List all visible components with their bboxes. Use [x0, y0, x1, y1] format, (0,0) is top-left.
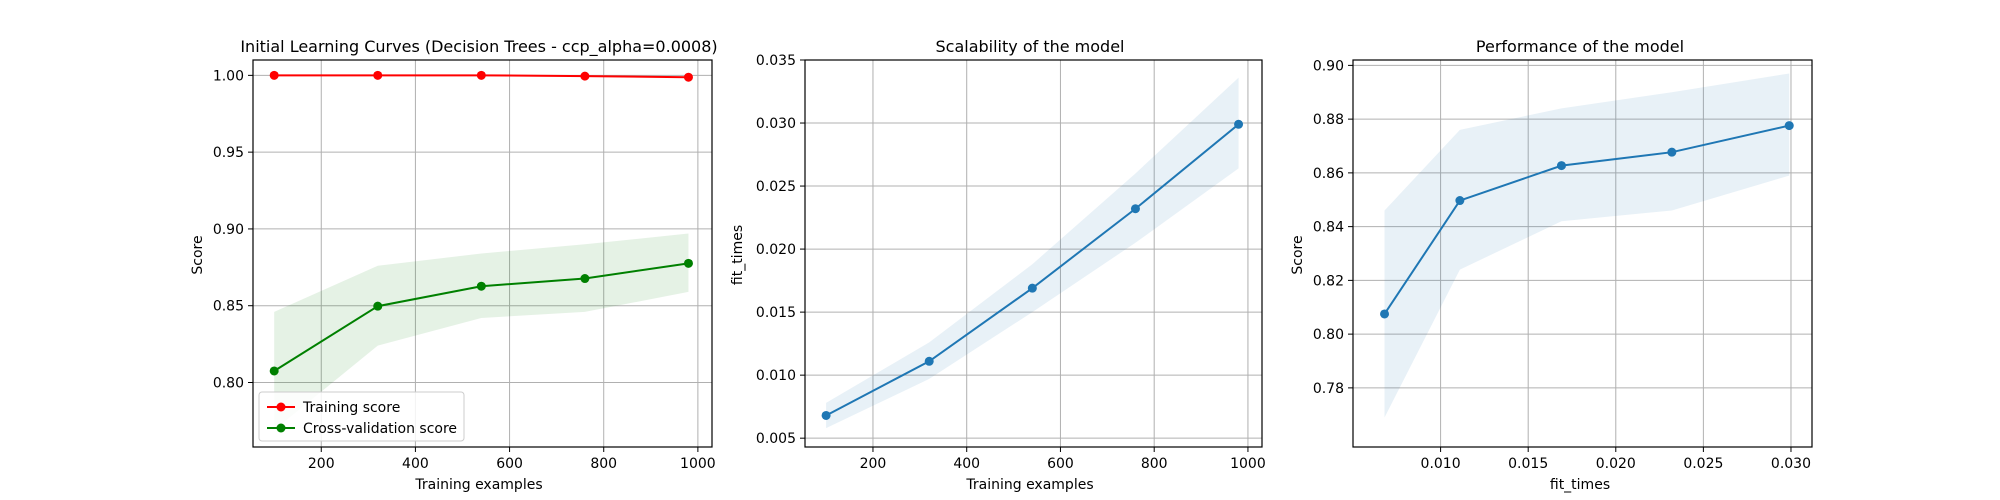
y-tick-label: 0.84 [1313, 220, 1344, 236]
confidence-band [1384, 73, 1790, 418]
data-point [373, 70, 383, 80]
x-tick-label: 0.015 [1508, 456, 1548, 472]
y-tick-label: 0.020 [756, 242, 796, 258]
series-lines [821, 119, 1244, 420]
data-point [373, 301, 383, 311]
y-tick-label: 0.010 [756, 368, 796, 384]
y-tick-label: 0.90 [213, 222, 244, 238]
axes-frame [1352, 59, 1813, 448]
y-axis-label: fit_times [730, 225, 746, 285]
x-tick-label: 400 [402, 456, 429, 472]
chart-title: Performance of the model [1476, 37, 1684, 56]
data-point [1667, 147, 1677, 157]
x-tick-label: 0.010 [1421, 456, 1461, 472]
chart-title: Initial Learning Curves (Decision Trees … [240, 37, 717, 57]
y-axis-label: Score [190, 235, 206, 274]
x-tick-label: 200 [860, 456, 887, 472]
x-tick-label: 200 [308, 456, 335, 472]
data-point [1380, 309, 1390, 319]
data-point [269, 70, 279, 80]
y-tick-label: 0.88 [1313, 112, 1344, 128]
series-lines [1380, 121, 1794, 319]
x-tick-label: 0.030 [1771, 456, 1811, 472]
x-tick-label: 0.025 [1683, 456, 1723, 472]
data-point [683, 72, 693, 82]
y-tick-label: 0.015 [756, 305, 796, 321]
axes-frame [804, 59, 1263, 448]
y-axis-label: Score [1290, 235, 1306, 274]
data-point [1784, 121, 1794, 131]
legend: Training score Cross-validation score [258, 391, 465, 442]
y-tick-label: 0.95 [213, 145, 244, 161]
data-point [269, 366, 279, 376]
legend-box [258, 391, 465, 442]
chart-title: Scalability of the model [936, 37, 1125, 56]
y-tick-label: 0.80 [1313, 327, 1344, 343]
data-point [476, 281, 486, 291]
x-tick-label: 0.020 [1596, 456, 1636, 472]
data-point [1455, 196, 1465, 206]
data-point [1556, 161, 1566, 171]
panel-learning-curves: Initial Learning Curves (Decision Trees … [190, 37, 718, 493]
legend-label-training: Training score [302, 400, 400, 416]
data-point [683, 258, 693, 268]
x-axis-label: fit_times [1550, 477, 1610, 493]
axis-ticks: 200 400 600 800 1000 0.005 0.010 0.015 0.020 0.02… [756, 53, 1266, 472]
data-point [580, 71, 590, 81]
x-axis-label: Training examples [414, 477, 542, 493]
data-point [1027, 283, 1037, 293]
y-tick-label: 0.85 [213, 299, 244, 315]
gridlines [1353, 60, 1812, 447]
legend-marker-cv [276, 423, 286, 433]
data-point [924, 356, 934, 366]
axis-ticks: 200 400 600 800 1000 0.80 0.85 0.90 0.95 1.00 [213, 68, 716, 472]
x-axis-label: Training examples [965, 477, 1093, 493]
legend-marker-training [276, 402, 286, 412]
x-tick-label: 400 [953, 456, 980, 472]
x-tick-label: 600 [1047, 456, 1074, 472]
x-tick-label: 800 [590, 456, 617, 472]
x-tick-label: 600 [496, 456, 523, 472]
x-tick-label: 1000 [680, 456, 716, 472]
y-tick-label: 0.86 [1313, 166, 1344, 182]
y-tick-label: 0.80 [213, 376, 244, 392]
y-tick-label: 1.00 [213, 68, 244, 84]
y-tick-label: 0.78 [1313, 381, 1344, 397]
data-point [580, 274, 590, 284]
y-tick-label: 0.035 [756, 53, 796, 69]
data-point [1130, 204, 1140, 214]
y-tick-label: 0.025 [756, 179, 796, 195]
panel-scalability: Scalability of the model Training exampl… [730, 37, 1266, 493]
axes-frame [252, 59, 713, 448]
series-lines [269, 70, 693, 376]
x-tick-label: 800 [1141, 456, 1168, 472]
y-tick-label: 0.005 [756, 431, 796, 447]
data-point [476, 70, 486, 80]
legend-label-cv: Cross-validation score [303, 421, 457, 437]
panel-performance: Performance of the model fit_times Score… [1290, 37, 1813, 493]
y-tick-label: 0.82 [1313, 273, 1344, 289]
y-tick-label: 0.90 [1313, 58, 1344, 74]
axis-ticks: 0.010 0.015 0.020 0.025 0.030 0.78 0.80 0.82 0.8… [1313, 58, 1811, 472]
y-tick-label: 0.030 [756, 116, 796, 132]
confidence-bands [1384, 73, 1790, 418]
x-tick-label: 1000 [1230, 456, 1266, 472]
data-point [1234, 119, 1244, 129]
data-point [821, 410, 831, 420]
